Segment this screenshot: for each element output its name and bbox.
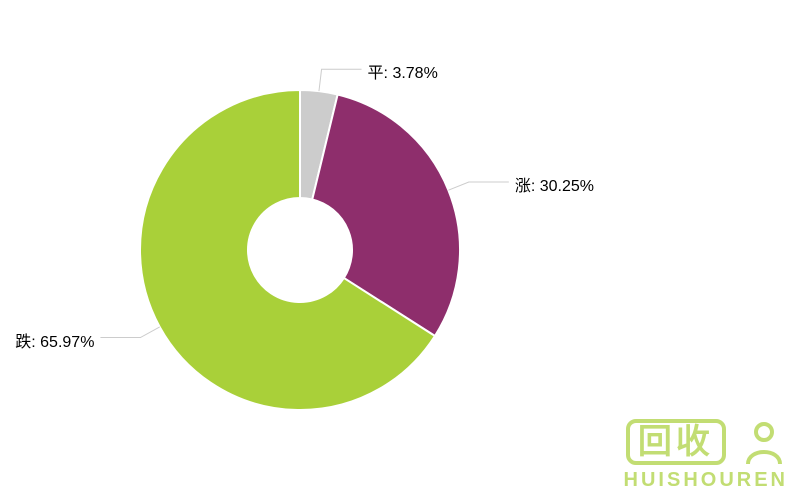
slice-label-flat-text: 平: 3.78% xyxy=(368,65,438,82)
watermark-cn: 回收 xyxy=(626,419,726,465)
slice-label-up-text: 涨: 30.25% xyxy=(515,178,594,195)
watermark: 回收 HUISHOUREN xyxy=(624,418,788,490)
leader-line xyxy=(100,327,159,338)
slice-label-flat: 平: 3.78% xyxy=(368,59,438,83)
slice-label-up: 涨: 30.25% xyxy=(515,172,594,196)
slice-label-down-text: 跌: 65.97% xyxy=(15,334,94,351)
leader-line xyxy=(448,182,508,190)
watermark-en: HUISHOUREN xyxy=(624,470,788,490)
slice-label-down: 跌: 65.97% xyxy=(15,328,94,352)
person-icon xyxy=(740,418,788,466)
leader-line xyxy=(319,69,362,91)
